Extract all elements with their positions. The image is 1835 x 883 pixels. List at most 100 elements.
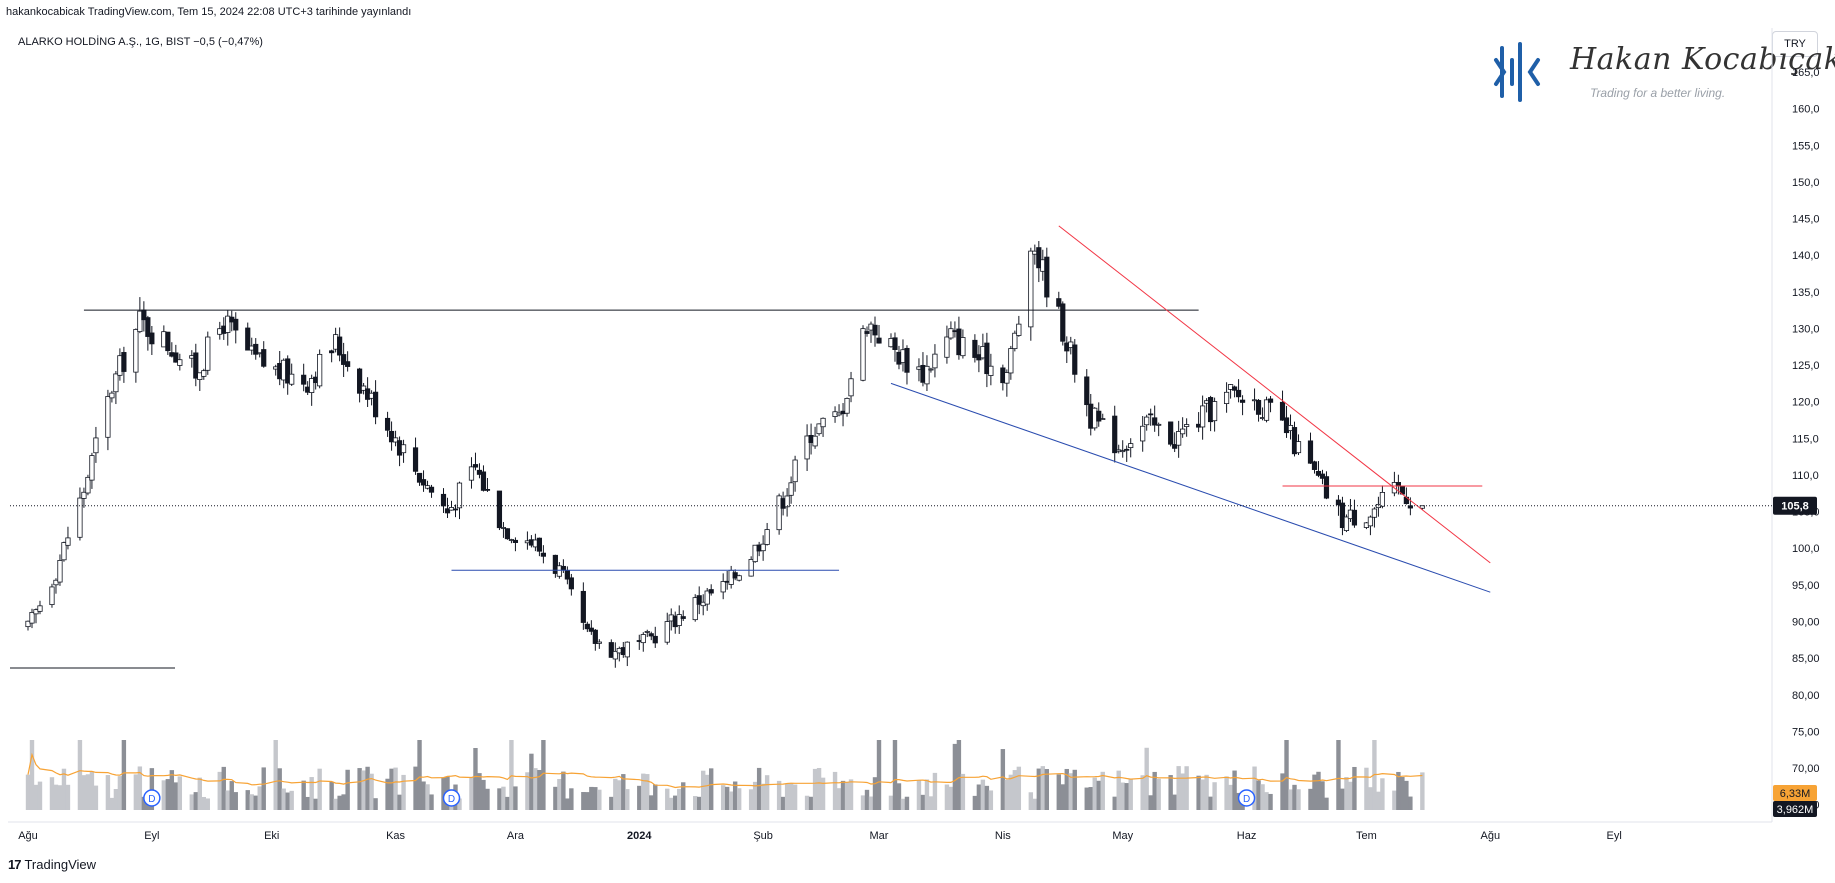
candle bbox=[984, 332, 990, 388]
volume-bar bbox=[776, 780, 782, 810]
candle bbox=[948, 321, 954, 340]
candle bbox=[1036, 241, 1042, 283]
volume-bar bbox=[820, 777, 826, 810]
volume-bar bbox=[1308, 788, 1313, 810]
volume-bar bbox=[81, 775, 87, 810]
candle bbox=[109, 390, 115, 403]
tradingview-footer[interactable]: 17 TradingView bbox=[8, 857, 96, 872]
candle bbox=[57, 554, 63, 586]
volume-bar bbox=[788, 783, 794, 810]
symbol-legend[interactable]: ALARKO HOLDİNG A.Ş., 1G, BIST −0,5 (−0,4… bbox=[18, 36, 263, 48]
candle bbox=[177, 353, 183, 371]
volume-bar bbox=[653, 784, 658, 810]
volume-bar bbox=[1156, 778, 1161, 810]
volume-bar bbox=[1364, 767, 1369, 810]
volume-bar bbox=[593, 787, 598, 810]
candle bbox=[49, 583, 55, 608]
candle bbox=[1180, 417, 1186, 438]
volume-bar bbox=[481, 779, 486, 810]
price-axis[interactable]: 165,0 160,0 155,0 150,0 145,0 140,0 135,0 130,0… bbox=[1792, 67, 1820, 812]
volume-bar bbox=[513, 786, 518, 810]
candle bbox=[944, 325, 950, 364]
candle bbox=[93, 426, 99, 463]
volume-bar bbox=[924, 779, 930, 810]
volume-bar bbox=[49, 777, 55, 810]
candle bbox=[704, 587, 710, 611]
candle bbox=[676, 605, 682, 634]
candle bbox=[864, 326, 870, 337]
candle bbox=[580, 582, 586, 630]
candle bbox=[225, 310, 231, 346]
trendline-lower bbox=[890, 382, 1491, 593]
volume-bar bbox=[245, 790, 250, 810]
volume-bar bbox=[752, 781, 758, 810]
candle bbox=[345, 351, 351, 372]
volume-bar bbox=[301, 780, 306, 810]
volume-bar bbox=[732, 781, 738, 810]
candle bbox=[388, 421, 395, 451]
volume-bar bbox=[509, 740, 514, 810]
drawings[interactable] bbox=[10, 225, 1772, 593]
candle bbox=[89, 452, 95, 489]
volume-bar bbox=[1088, 787, 1093, 810]
volume-bar bbox=[708, 768, 714, 810]
candle bbox=[384, 411, 391, 437]
candle bbox=[588, 620, 594, 635]
candle bbox=[552, 554, 558, 578]
candle bbox=[29, 608, 35, 629]
volume-bar bbox=[864, 789, 870, 810]
volume-bar bbox=[429, 794, 434, 810]
candle bbox=[820, 417, 826, 437]
volume-bar bbox=[1116, 770, 1121, 810]
author-watermark: Hakan Kocabıçak Trading for a better liv… bbox=[1490, 42, 1835, 108]
candle bbox=[860, 325, 866, 382]
volume-bar bbox=[357, 768, 362, 810]
volume-bar bbox=[916, 780, 922, 810]
volume-bar bbox=[361, 770, 366, 810]
candle bbox=[720, 573, 726, 600]
candle bbox=[357, 367, 363, 403]
candle bbox=[1255, 398, 1262, 422]
volume-bar bbox=[876, 740, 882, 810]
volume-bar bbox=[1140, 775, 1145, 810]
dividend-marker-label: D bbox=[1243, 794, 1250, 805]
volume-bar bbox=[205, 798, 210, 810]
watermark-name: Hakan Kocabıçak bbox=[1570, 42, 1835, 77]
time-tick-label: Ağu bbox=[18, 830, 38, 842]
candle bbox=[512, 537, 519, 552]
time-axis[interactable]: Ağu Eyl Eki Kas Ara 2024 Şub Mar Nis May Haz Tem Ağu… bbox=[18, 830, 1622, 842]
volume-bar bbox=[61, 768, 67, 810]
candle bbox=[261, 341, 267, 368]
volume-bar bbox=[1060, 784, 1065, 810]
volume-bar bbox=[701, 770, 706, 810]
price-tick-label: 70,00 bbox=[1792, 763, 1820, 775]
volume-bar bbox=[1028, 792, 1034, 810]
candle bbox=[61, 541, 67, 562]
volume-bar bbox=[724, 786, 730, 810]
candle bbox=[648, 631, 654, 641]
volume-bar bbox=[473, 748, 478, 810]
volume-bar bbox=[988, 790, 994, 810]
volume-bar bbox=[585, 792, 590, 810]
candle bbox=[1084, 369, 1090, 417]
candle bbox=[361, 382, 367, 395]
volume-bar bbox=[1152, 771, 1157, 810]
candle bbox=[145, 315, 151, 351]
dividend-marker-icon bbox=[442, 789, 461, 807]
time-tick-label: May bbox=[1112, 830, 1133, 842]
volume-bar bbox=[625, 789, 630, 810]
candle bbox=[584, 621, 590, 633]
volume-bar bbox=[289, 790, 294, 810]
time-tick-label: Ağu bbox=[1480, 830, 1500, 842]
candle bbox=[416, 472, 423, 486]
volume-bar bbox=[1032, 798, 1038, 810]
volume-bar bbox=[485, 788, 490, 810]
volume-bar bbox=[569, 788, 574, 810]
volume-bar bbox=[1400, 777, 1405, 810]
volume-bar bbox=[1292, 784, 1297, 810]
currency-button[interactable]: TRY bbox=[1772, 31, 1818, 57]
volume-bar bbox=[1228, 784, 1233, 810]
candle bbox=[317, 349, 323, 389]
volume-bar bbox=[217, 771, 222, 810]
